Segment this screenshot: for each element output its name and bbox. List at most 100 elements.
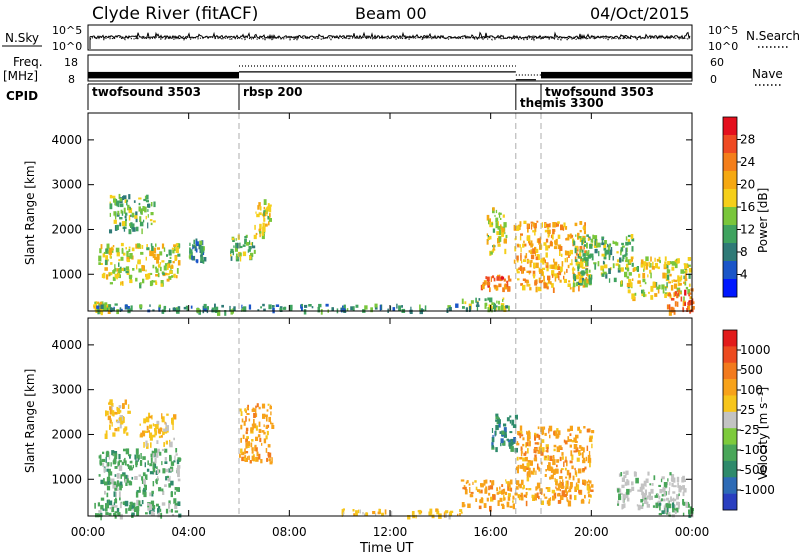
data-cell [552, 455, 555, 459]
data-cell [106, 243, 110, 249]
data-cell [518, 497, 521, 501]
data-cell [111, 478, 115, 484]
data-cell [689, 296, 693, 300]
data-cell [105, 255, 108, 261]
data-cell [169, 468, 173, 472]
scatter-region-6 [254, 199, 272, 240]
data-cell [561, 456, 564, 460]
data-cell [595, 236, 597, 242]
data-cell [465, 307, 468, 312]
data-cell [490, 297, 493, 303]
data-cell [152, 253, 156, 259]
data-cell [627, 234, 631, 238]
data-cell [631, 246, 634, 252]
data-cell [671, 502, 675, 506]
data-cell [127, 475, 129, 481]
data-cell [631, 257, 633, 262]
data-cell [542, 261, 545, 265]
data-cell [149, 272, 153, 275]
data-cell [113, 458, 117, 464]
data-cell [566, 237, 570, 241]
data-cell [464, 301, 467, 305]
data-cell [559, 250, 561, 256]
data-cell [577, 426, 580, 431]
data-cell [244, 238, 247, 245]
frequency-panel: Freq. [MHz] 18 8 60 0 Nave [3, 54, 783, 86]
data-cell [207, 306, 209, 310]
data-cell [545, 252, 548, 258]
data-cell [140, 282, 142, 285]
data-cell [241, 304, 243, 309]
data-cell [261, 213, 264, 217]
data-cell [553, 246, 558, 250]
xtick-label: 04:00 [171, 525, 206, 539]
data-cell [632, 278, 634, 281]
colorbar-tick-label: -100 [740, 443, 767, 457]
data-cell [136, 243, 141, 248]
data-cell [262, 303, 265, 307]
data-cell [550, 474, 554, 480]
data-cell [241, 418, 244, 423]
data-cell [661, 494, 664, 497]
colorbar-swatch [723, 117, 737, 136]
data-cell [121, 249, 124, 254]
data-cell [352, 509, 355, 512]
data-cell [551, 234, 554, 240]
data-cell [135, 277, 138, 282]
data-cell [688, 509, 691, 514]
data-cell [243, 420, 246, 426]
data-cell [123, 207, 126, 214]
data-cell [583, 447, 585, 453]
data-cell [665, 503, 669, 508]
data-cell [598, 250, 600, 257]
data-cell [469, 494, 472, 498]
data-cell [505, 305, 509, 309]
data-cell [106, 503, 109, 509]
data-cell [644, 489, 647, 496]
data-cell [630, 234, 634, 239]
data-cell [505, 234, 508, 239]
data-cell [553, 448, 556, 452]
data-cell [504, 248, 507, 255]
data-cell [247, 444, 250, 448]
data-cell [105, 451, 110, 458]
data-cell [270, 421, 272, 425]
data-cell [642, 496, 644, 502]
data-cell [163, 247, 166, 252]
data-cell [489, 287, 491, 290]
data-cell [637, 504, 641, 511]
data-cell [628, 278, 632, 283]
data-cell [258, 428, 262, 433]
data-cell [130, 305, 133, 311]
data-cell [489, 222, 493, 228]
data-cell [164, 263, 169, 267]
data-cell [240, 437, 242, 443]
data-cell [203, 257, 207, 262]
data-cell [477, 300, 479, 303]
data-cell [588, 275, 590, 279]
data-cell [569, 249, 573, 255]
data-cell [498, 419, 501, 425]
data-cell [420, 510, 423, 514]
data-cell [516, 225, 520, 231]
data-cell [683, 488, 687, 493]
data-cell [639, 284, 642, 287]
data-cell [584, 222, 586, 226]
data-cell [542, 447, 545, 453]
data-cell [548, 425, 553, 432]
data-cell [166, 425, 169, 431]
data-cell [543, 493, 546, 497]
data-cell [140, 453, 142, 459]
data-cell [230, 256, 233, 261]
data-cell [547, 487, 551, 492]
data-cell [562, 225, 565, 231]
data-cell [522, 457, 526, 462]
data-cell [492, 207, 495, 211]
data-cell [121, 281, 123, 285]
data-cell [161, 448, 165, 452]
data-cell [240, 245, 243, 249]
data-cell [157, 428, 161, 434]
data-cell [500, 303, 505, 307]
data-cell [191, 255, 193, 260]
